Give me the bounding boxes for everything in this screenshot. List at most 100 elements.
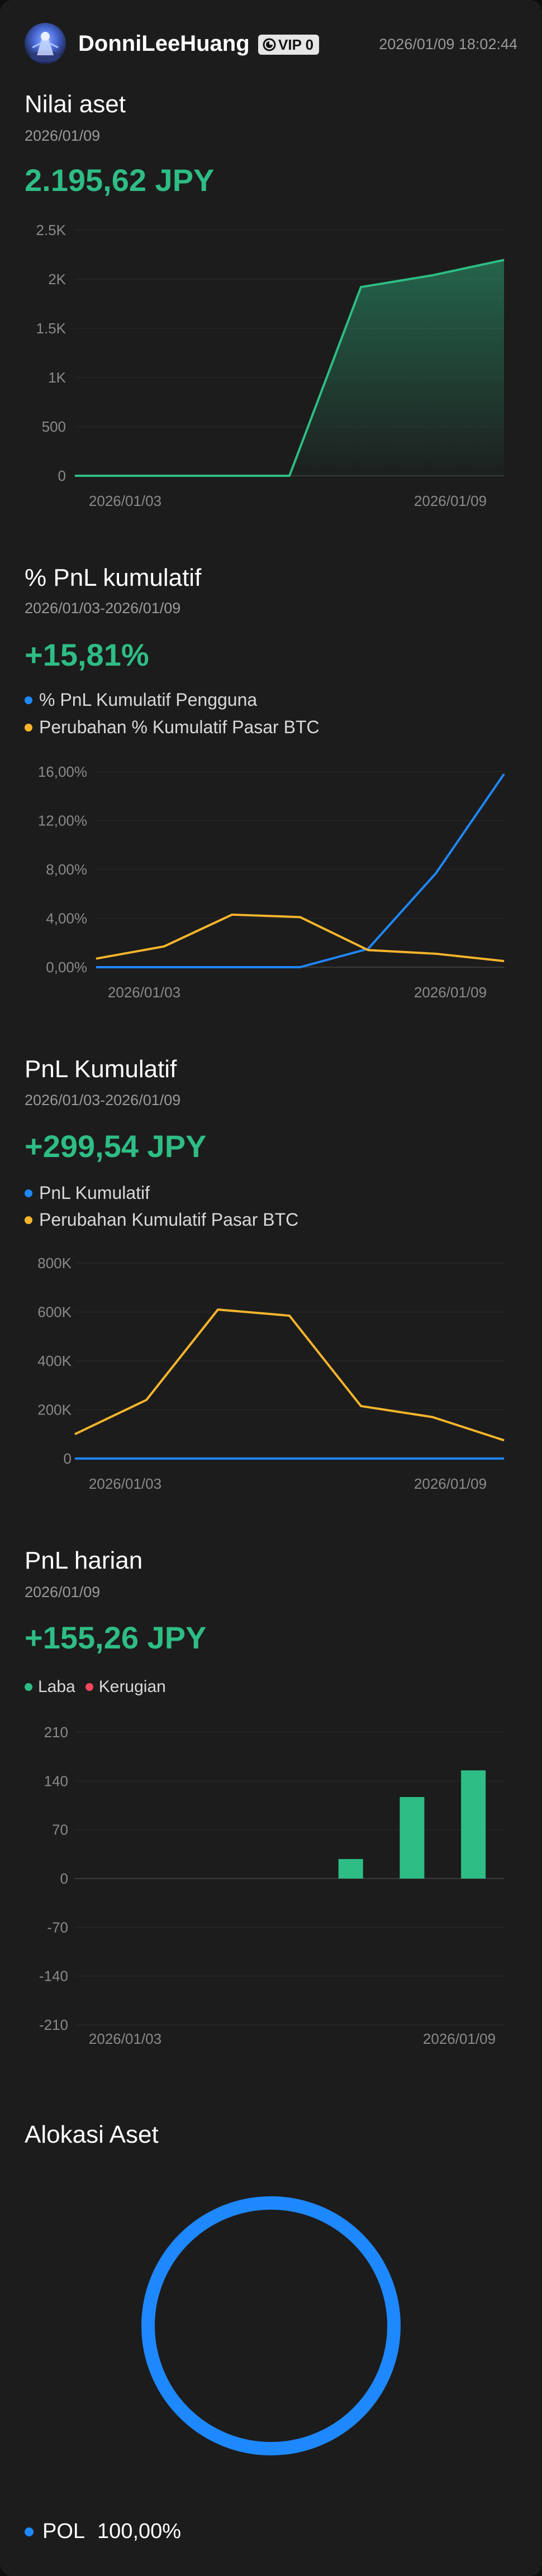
series-line-1 — [74, 1308, 505, 1442]
data-point — [146, 1458, 147, 1459]
legend-dot — [25, 2527, 34, 2536]
asset-value-chart[interactable]: 2.5K 2K 1.5K 1K 500 0 2026/01/03 2026/01/09 — [0, 212, 542, 514]
y-tick-label: 0 — [64, 1450, 72, 1467]
legend-user-pnl: PnL Kumulatif — [25, 1183, 150, 1203]
y-tick-label: 500 — [42, 418, 66, 435]
y-tick-label: 16,00% — [38, 763, 87, 780]
y-tick-label: 70 — [52, 1822, 68, 1838]
asset-value-amount: 2.195,62 JPY — [25, 163, 215, 198]
data-point — [360, 1458, 362, 1459]
vip-label: VIP 0 — [278, 36, 314, 53]
header: DonniLeeHuang VIP 0 2026/01/09 18:02:44 — [0, 0, 542, 89]
x-tick-label: 2026/01/03 — [89, 2030, 161, 2047]
allocation-legend-percent: 100,00% — [97, 2520, 182, 2543]
data-point — [299, 967, 301, 968]
y-tick-label: -140 — [39, 1968, 68, 1985]
y-tick-label: -210 — [39, 2016, 68, 2033]
y-tick-label: 800K — [37, 1255, 72, 1272]
cum-pnl-chart[interactable]: 800K 600K 400K 200K 0 2026/01/03 2026/01/09 — [0, 1240, 542, 1497]
y-tick-label: 0 — [60, 1870, 68, 1887]
data-point — [360, 286, 362, 288]
data-point — [146, 1399, 147, 1401]
legend-user-pct: % PnL Kumulatif Pengguna — [25, 690, 257, 710]
data-point — [289, 1458, 290, 1459]
y-tick-label: 600K — [37, 1304, 72, 1321]
data-point — [96, 967, 97, 968]
daily-pnl-bar — [400, 1797, 425, 1879]
y-tick-label: 0,00% — [46, 959, 87, 976]
y-tick-label: 1K — [48, 369, 66, 386]
y-tick-label: 0 — [58, 467, 66, 484]
cum-pnl-value: +299,54 JPY — [25, 1129, 207, 1164]
legend-label: Laba — [38, 1677, 75, 1696]
y-tick-label: -70 — [47, 1919, 68, 1935]
series-line-1 — [96, 913, 505, 963]
data-point — [503, 773, 505, 775]
daily-pnl-legend: Laba Kerugian — [25, 1677, 176, 1696]
y-tick-label: 1.5K — [36, 320, 66, 337]
x-tick-label: 2026/01/09 — [414, 1475, 487, 1492]
daily-pnl-date: 2026/01/09 — [25, 1584, 101, 1600]
cum-pnl-pct-value: +15,81% — [25, 637, 149, 672]
legend-btc-pct: Perubahan % Kumulatif Pasar BTC — [25, 717, 320, 738]
y-tick-label: 4,00% — [46, 910, 87, 927]
area-fill — [75, 260, 504, 476]
cum-pnl-pct-title: % PnL kumulatif — [25, 564, 202, 591]
cum-pnl-date-range: 2026/01/03-2026/01/09 — [25, 1092, 181, 1108]
legend-label: Kerugian — [98, 1677, 166, 1696]
avatar-icon — [31, 32, 60, 62]
legend-profit: Laba — [25, 1677, 75, 1696]
legend-label: % PnL Kumulatif Pengguna — [39, 690, 258, 710]
legend-dot — [25, 1216, 32, 1224]
vip-badge[interactable]: VIP 0 — [258, 35, 320, 55]
allocation-donut-chart[interactable] — [0, 2172, 542, 2485]
y-tick-label: 400K — [37, 1352, 72, 1369]
donut-slice — [141, 2196, 401, 2455]
daily-pnl-value: +155,26 JPY — [25, 1620, 207, 1655]
x-tick-label: 2026/01/09 — [423, 2030, 496, 2047]
allocation-title: Alokasi Aset — [25, 2121, 159, 2148]
asset-value-title: Nilai aset — [25, 90, 126, 118]
x-tick-label: 2026/01/03 — [89, 493, 161, 509]
cum-pnl-pct-chart[interactable]: 16,00% 12,00% 8,00% 4,00% 0,00% 2026/01/03 202… — [0, 748, 542, 1005]
series-line-0 — [96, 773, 505, 968]
asset-value-date: 2026/01/09 — [25, 127, 101, 144]
x-tick-label: 2026/01/03 — [89, 1475, 161, 1492]
legend-btc-pnl: Perubahan Kumulatif Pasar BTC — [25, 1210, 298, 1230]
legend-dot — [25, 696, 32, 704]
y-tick-label: 2K — [48, 271, 66, 288]
legend-dot — [85, 1683, 93, 1691]
allocation-legend-label: POL — [42, 2520, 85, 2543]
avatar[interactable] — [25, 23, 66, 64]
cum-pnl-pct-date-range: 2026/01/03-2026/01/09 — [25, 600, 181, 616]
data-point — [503, 1458, 505, 1459]
x-tick-label: 2026/01/03 — [108, 984, 180, 1001]
y-tick-label: 12,00% — [38, 813, 87, 829]
y-tick-label: 2.5K — [36, 222, 66, 238]
legend-label: PnL Kumulatif — [39, 1183, 150, 1203]
legend-label: Perubahan % Kumulatif Pasar BTC — [39, 717, 320, 737]
daily-pnl-bar — [461, 1770, 486, 1879]
allocation-legend: POL 100,00% — [25, 2520, 181, 2544]
daily-pnl-title: PnL harian — [25, 1547, 143, 1574]
legend-label: Perubahan Kumulatif Pasar BTC — [39, 1210, 299, 1230]
vip-badge-icon — [263, 38, 276, 51]
y-tick-label: 8,00% — [46, 861, 87, 878]
legend-dot — [25, 1683, 32, 1691]
y-tick-label: 140 — [44, 1772, 68, 1789]
data-point — [432, 1458, 433, 1459]
x-tick-label: 2026/01/09 — [414, 493, 487, 509]
cum-pnl-title: PnL Kumulatif — [25, 1055, 177, 1083]
legend-loss: Kerugian — [85, 1677, 166, 1696]
username: DonniLeeHuang — [78, 31, 250, 56]
y-tick-label: 210 — [44, 1724, 68, 1741]
y-tick-label: 200K — [37, 1402, 72, 1418]
legend-dot — [25, 723, 32, 732]
daily-pnl-chart[interactable]: 210 140 70 0 -70 -140 -210 2026/01/03 2026/01/09 — [0, 1709, 542, 2055]
timestamp: 2026/01/09 18:02:44 — [379, 36, 517, 52]
legend-dot — [25, 1189, 32, 1197]
data-point — [503, 960, 505, 962]
daily-pnl-bar — [338, 1859, 363, 1879]
data-point — [96, 958, 97, 959]
